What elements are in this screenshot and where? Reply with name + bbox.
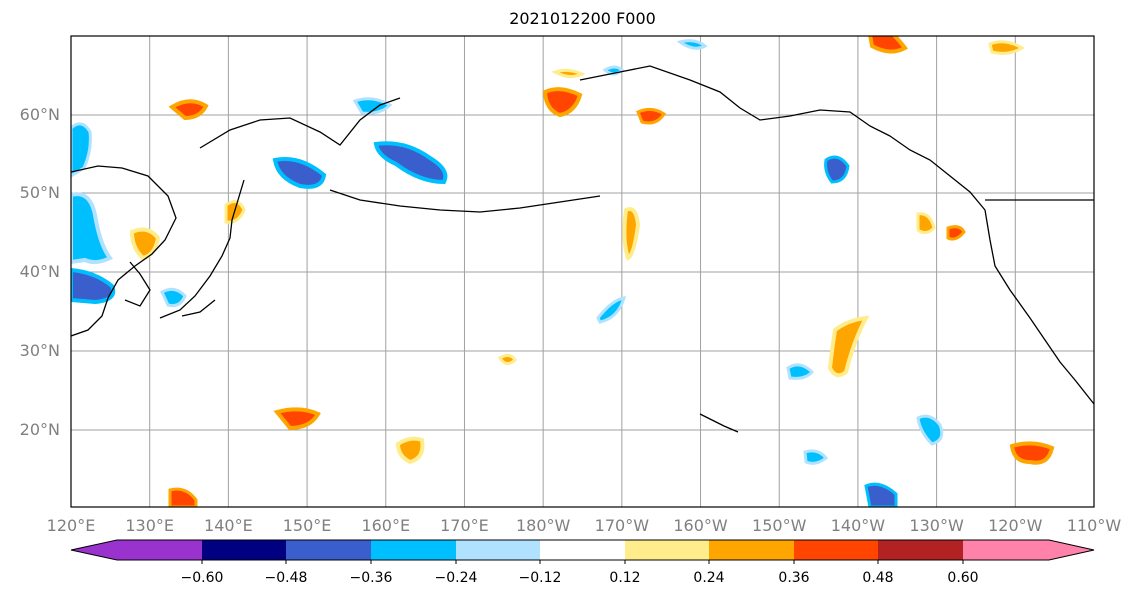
anomaly-patch	[168, 487, 198, 507]
lon-label: 110°W	[1067, 516, 1122, 535]
anomaly-patch	[129, 227, 161, 261]
anomaly-patch	[946, 225, 966, 241]
lon-label: 130°E	[125, 516, 174, 535]
lat-label: 30°N	[20, 341, 60, 360]
lon-label: 170°E	[440, 516, 489, 535]
anomaly-patch	[1009, 441, 1055, 465]
colorbar-tick-label: 0.48	[862, 570, 893, 586]
anomaly-patch	[636, 107, 667, 125]
colorbar-segment	[286, 540, 371, 560]
anomaly-patch	[395, 436, 425, 465]
anomaly-patch	[71, 122, 92, 178]
colorbar-segment	[456, 540, 540, 560]
lat-label: 40°N	[20, 262, 60, 281]
colorbar-extend-max	[963, 540, 1094, 560]
colorbar-segment	[878, 540, 963, 560]
latitude-labels: 60°N 50°N 40°N 30°N 20°N	[20, 105, 60, 439]
lat-label: 60°N	[20, 105, 60, 124]
longitude-labels: 120°E 130°E 140°E 150°E 160°E 170°E 180°W 170°W…	[47, 516, 1122, 535]
colorbar-extend-min	[71, 540, 202, 560]
anomaly-field	[71, 36, 1055, 507]
colorbar-tick-label: −0.24	[435, 570, 478, 586]
alaska-coast	[579, 65, 986, 211]
anomaly-patch	[988, 40, 1025, 55]
map-title: 2021012200 F000	[509, 9, 656, 28]
anomaly-patch	[273, 407, 321, 431]
anomaly-patch	[676, 39, 708, 50]
coastlines	[71, 65, 1094, 433]
lon-label: 120°E	[47, 516, 96, 535]
lon-label: 140°E	[204, 516, 253, 535]
anomaly-patch	[827, 315, 870, 378]
colorbar-tick-label: 0.60	[947, 570, 978, 586]
colorbar-tick-label: −0.12	[519, 570, 562, 586]
anomaly-patch	[824, 155, 850, 184]
colorbar-segment	[540, 540, 625, 560]
anomaly-patch	[803, 449, 829, 465]
anomaly-patch	[272, 157, 327, 189]
lon-label: 160°W	[673, 516, 728, 535]
korea-coast	[124, 261, 151, 307]
asia-coast	[71, 165, 177, 337]
anomaly-patch	[71, 192, 114, 265]
anomaly-patch	[864, 482, 898, 507]
aleutian-chain	[329, 189, 601, 213]
anomaly-patch	[596, 296, 627, 324]
colorbar-tick-label: −0.48	[265, 570, 308, 586]
colorbar-segment	[709, 540, 794, 560]
anomaly-patch	[71, 267, 116, 305]
colorbar-segment	[625, 540, 709, 560]
lon-label: 180°W	[516, 516, 571, 535]
lon-label: 120°W	[988, 516, 1043, 535]
colorbar-outline	[70, 539, 1095, 561]
colorbar-tick-label: 0.24	[693, 570, 724, 586]
colorbar-segment	[371, 540, 456, 560]
colorbar-segment	[794, 540, 878, 560]
colorbar-tick-label: −0.36	[350, 570, 393, 586]
anomaly-patch	[551, 68, 586, 79]
lon-label: 130°W	[909, 516, 964, 535]
colorbar-segment	[202, 540, 286, 560]
anomaly-patch	[168, 99, 209, 121]
anomaly-patch	[868, 36, 909, 54]
anomaly-patch	[542, 87, 583, 118]
russia-far-east-coast	[199, 97, 401, 149]
anomaly-patch	[497, 353, 517, 365]
lon-label: 150°E	[283, 516, 332, 535]
colorbar-tick-label: 0.36	[778, 570, 809, 586]
colorbar-tick-label: −0.60	[181, 570, 224, 586]
lat-label: 20°N	[20, 420, 60, 439]
anomaly-patch	[160, 287, 187, 308]
anomaly-patch	[373, 141, 448, 185]
colorbar-tick-label: 0.12	[609, 570, 640, 586]
hawaii-islands	[699, 413, 739, 433]
anomaly-patch	[916, 212, 936, 235]
colorbar: −0.60 −0.48 −0.36 −0.24 −0.12 0.12 0.24 0.36 0.4…	[70, 539, 1095, 586]
lat-label: 50°N	[20, 183, 60, 202]
north-america-coast	[984, 209, 1094, 405]
map-frame	[70, 35, 1095, 508]
japan-islands	[159, 179, 245, 319]
lon-label: 150°W	[752, 516, 807, 535]
anomaly-patch	[622, 207, 641, 261]
lon-label: 170°W	[595, 516, 650, 535]
anomaly-patch	[786, 363, 815, 380]
lon-label: 160°E	[361, 516, 410, 535]
anomaly-patch	[916, 414, 944, 446]
lon-label: 140°W	[831, 516, 886, 535]
